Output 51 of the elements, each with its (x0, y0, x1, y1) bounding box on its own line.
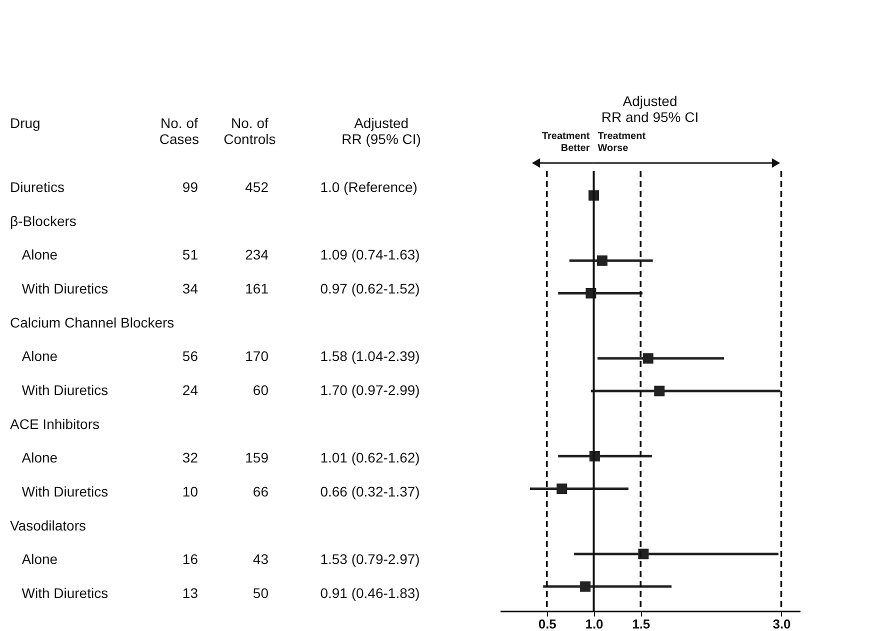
text: 161 (245, 280, 268, 296)
category-label: Diuretics (10, 178, 64, 195)
text: 0.91 (0.46-1.83) (320, 585, 420, 602)
x-tick-label: 3.0 (772, 616, 791, 631)
category-label: Calcium Channel Blockers (10, 314, 174, 330)
text: 99 (182, 178, 198, 195)
chart-title: Adjusted RR and 95% CI (601, 93, 699, 125)
category-label: Alone (22, 246, 58, 263)
text: 0.66 (0.32-1.37) (320, 484, 420, 500)
category-label: No. of Controls (224, 115, 276, 147)
category-label: Alone (22, 450, 58, 466)
text: 0.97 (0.62-1.52) (320, 280, 420, 296)
text: 32 (182, 450, 198, 466)
text: 1.01 (0.62-1.62) (320, 450, 420, 466)
text: 66 (252, 484, 268, 500)
text: 170 (245, 348, 268, 364)
text: 60 (252, 382, 268, 398)
text: 16 (182, 551, 198, 568)
text: 51 (182, 246, 198, 263)
text: 1.70 (0.97-2.99) (320, 382, 420, 398)
category-label: With Diuretics (22, 382, 108, 398)
text: 34 (182, 280, 198, 296)
category-label: ACE Inhibitors (10, 416, 100, 432)
category-label: Adjusted RR (95% CI) (342, 115, 421, 147)
x-tick-label: 0.5 (538, 616, 556, 631)
text: 56 (182, 348, 198, 364)
category-label: Vasodilators (10, 517, 86, 534)
text: 234 (245, 246, 268, 263)
text: 452 (245, 178, 268, 195)
text: Treatment Worse (598, 131, 646, 154)
category-label: Alone (22, 348, 58, 364)
category-label: With Diuretics (22, 484, 108, 500)
text: 10 (182, 484, 198, 500)
text: Drug (10, 115, 40, 131)
text: 1.53 (0.79-2.97) (320, 551, 420, 568)
x-tick-label: 1.5 (632, 616, 650, 631)
text: Treatment Better (542, 131, 590, 154)
category-label: With Diuretics (22, 585, 108, 602)
category-label: β-Blockers (10, 212, 76, 229)
text: 1.09 (0.74-1.63) (320, 246, 420, 263)
category-label: Alone (22, 551, 58, 568)
text: 43 (252, 551, 268, 568)
text: 24 (182, 382, 198, 398)
category-label: No. of Cases (159, 115, 200, 147)
text: 1.0 (Reference) (320, 178, 418, 195)
text: 13 (182, 585, 198, 602)
category-label: With Diuretics (22, 280, 108, 296)
text: 159 (245, 450, 268, 466)
text: 1.58 (1.04-2.39) (320, 348, 420, 364)
text: 50 (252, 585, 268, 602)
x-tick-label: 1.0 (585, 616, 604, 631)
